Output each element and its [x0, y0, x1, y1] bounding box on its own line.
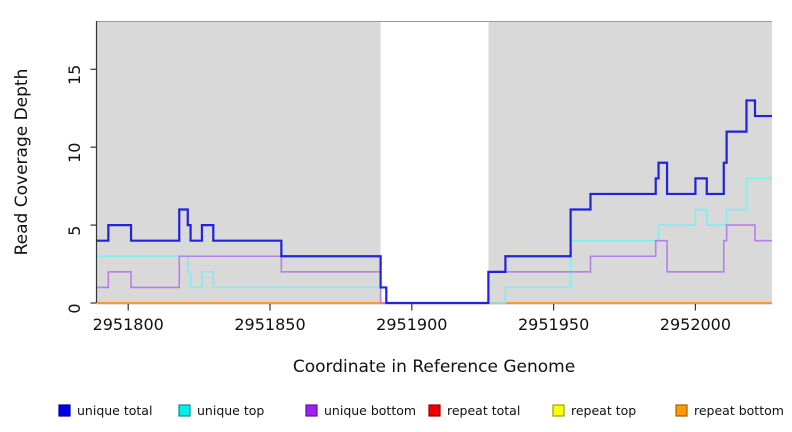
x-axis-title: Coordinate in Reference Genome	[293, 357, 575, 377]
legend-item-repeat-top: repeat top	[552, 403, 636, 418]
x-tick-label: 2952000	[660, 315, 731, 334]
legend-label: repeat bottom	[694, 403, 784, 418]
legend-swatch	[58, 404, 71, 417]
x-tick-label: 2951950	[518, 315, 589, 334]
legend-label: repeat total	[447, 403, 520, 418]
legend: unique total unique top unique bottom repea…	[58, 403, 784, 418]
series-lines	[97, 99, 772, 305]
x-tick-label: 2951850	[234, 315, 305, 334]
shaded-region-left	[97, 21, 381, 303]
x-tick-label: 2951800	[93, 315, 164, 334]
shaded-region-right	[488, 21, 772, 303]
legend-label: repeat top	[571, 403, 636, 418]
series-unique-bottom	[97, 224, 772, 304]
series-unique-total	[97, 99, 772, 305]
legend-label: unique total	[77, 403, 152, 418]
legend-item-repeat-total: repeat total	[428, 403, 520, 418]
legend-swatch	[428, 404, 441, 417]
y-tick-label: 15	[65, 65, 84, 85]
y-tick-label: 5	[65, 226, 84, 236]
axes: 0 5 10 15 2951800 2951850 2951900 2951950 295200…	[65, 21, 772, 334]
legend-label: unique bottom	[324, 403, 416, 418]
series-unique-top	[97, 177, 772, 304]
legend-item-unique-bottom: unique bottom	[305, 403, 416, 418]
plot-background	[97, 21, 772, 303]
legend-label: unique top	[197, 403, 264, 418]
y-tick-label: 0	[65, 303, 84, 313]
legend-swatch	[305, 404, 318, 417]
y-axis-title: Read Coverage Depth	[12, 69, 32, 256]
gap-region	[380, 21, 489, 303]
legend-swatch	[552, 404, 565, 417]
y-tick-label: 10	[65, 143, 84, 163]
legend-item-unique-total: unique total	[58, 403, 152, 418]
legend-item-unique-top: unique top	[178, 403, 264, 418]
x-tick-label: 2951900	[376, 315, 447, 334]
legend-swatch	[178, 404, 191, 417]
legend-swatch	[675, 404, 688, 417]
legend-item-repeat-bottom: repeat bottom	[675, 403, 784, 418]
